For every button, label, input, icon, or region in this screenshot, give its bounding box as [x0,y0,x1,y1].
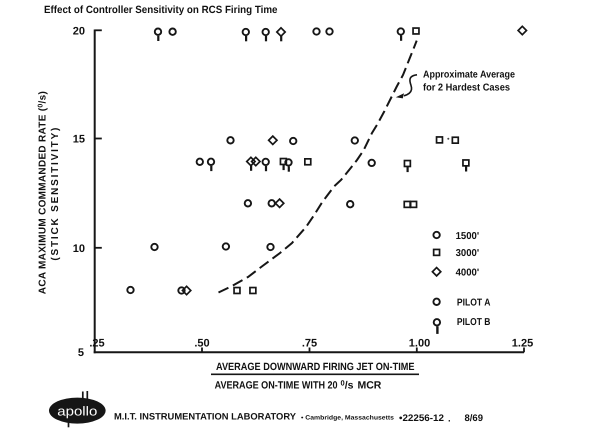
svg-text:20: 20 [73,26,85,38]
svg-text:1.00: 1.00 [409,338,430,350]
svg-text:.: . [448,414,451,425]
svg-text:ACA MAXIMUM COMMANDED RATE (0/: ACA MAXIMUM COMMANDED RATE (0/s) [38,91,49,294]
svg-text:M.I.T. INSTRUMENTATION LABORAT: M.I.T. INSTRUMENTATION LABORATORY [114,412,297,422]
svg-text:for 2 Hardest Cases: for 2 Hardest Cases [423,83,510,94]
svg-text:PILOT B: PILOT B [457,317,491,328]
svg-text:.50: .50 [194,338,209,350]
svg-text:15: 15 [73,134,85,146]
svg-text:PILOT A: PILOT A [457,297,491,308]
svg-text:AVERAGE DOWNWARD FIRING JET ON: AVERAGE DOWNWARD FIRING JET ON-TIME [216,361,415,373]
svg-text:•22256-12: •22256-12 [399,413,444,424]
svg-text:apollo: apollo [57,404,97,419]
svg-text:8/69: 8/69 [465,413,484,424]
svg-text:.25: .25 [89,338,104,350]
svg-text:10: 10 [73,243,85,255]
svg-text:• Cambridge, Massachusetts: • Cambridge, Massachusetts [301,414,395,421]
svg-text:1.25: 1.25 [512,338,533,350]
svg-text:1500': 1500' [456,231,480,242]
svg-text:5: 5 [78,347,84,359]
svg-text:(STICK SENSITIVITY): (STICK SENSITIVITY) [50,128,61,261]
svg-text:3000': 3000' [456,248,480,259]
svg-text:4000': 4000' [456,268,480,279]
svg-text:.75: .75 [302,338,317,350]
svg-text:Approximate Average: Approximate Average [423,70,515,81]
svg-text:Effect of Controller Sensitivi: Effect of Controller Sensitivity on RCS … [44,4,278,16]
